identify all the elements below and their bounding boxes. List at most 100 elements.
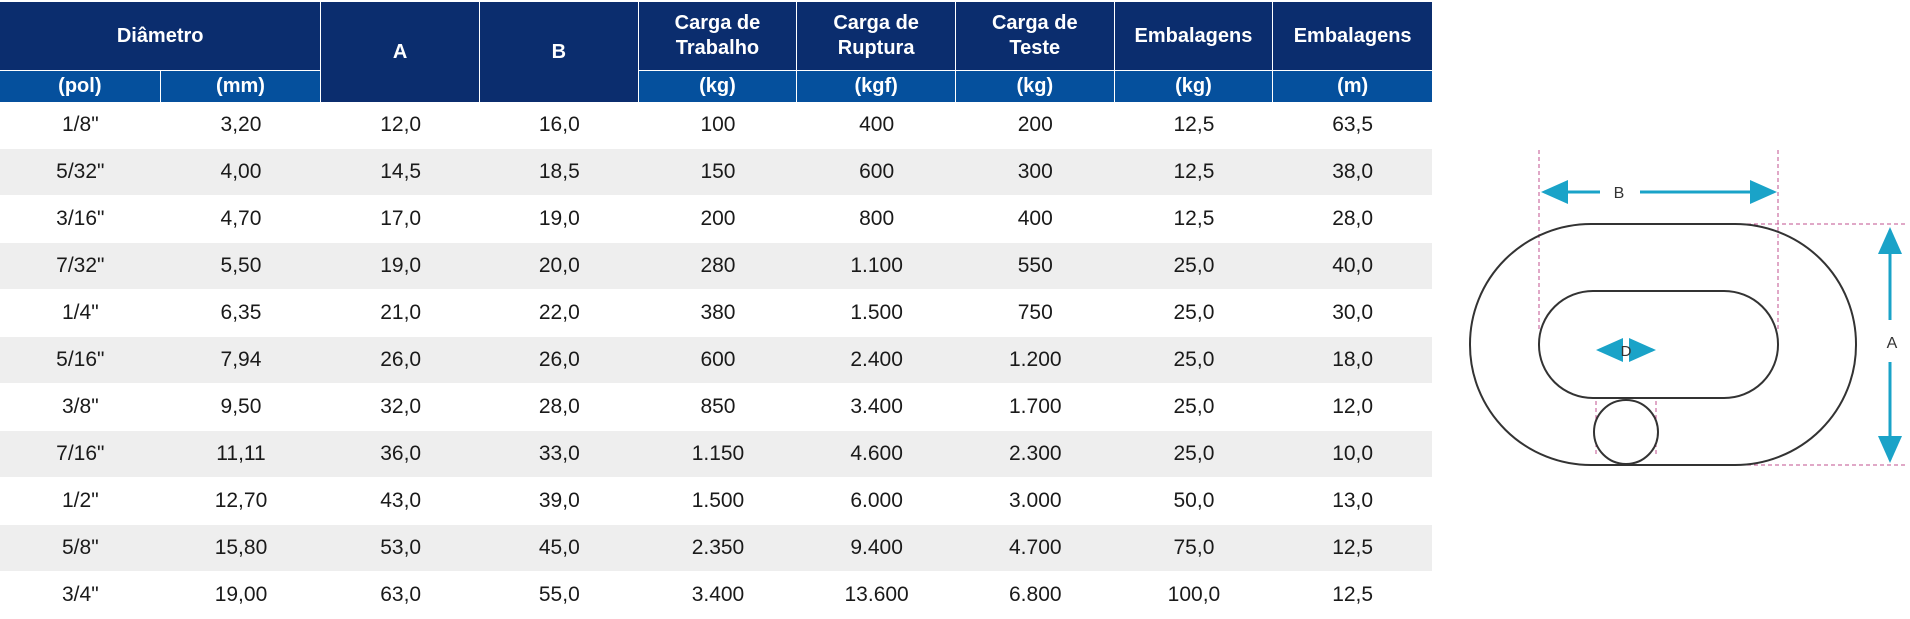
cell-a: 32,0 — [321, 384, 480, 431]
cell-carga-ruptura: 13.600 — [797, 572, 956, 619]
cell-embalagens-kg: 25,0 — [1114, 384, 1274, 431]
cell-b: 22,0 — [479, 290, 639, 337]
cell-embalagens-kg: 50,0 — [1114, 478, 1274, 525]
cell-b: 26,0 — [479, 337, 639, 384]
cell-carga-trabalho: 850 — [638, 384, 798, 431]
table-row: 7/16" 11,11 36,0 33,0 1.150 4.600 2.300 25,0 10,… — [0, 431, 1432, 478]
cell-mm: 4,70 — [160, 196, 322, 243]
cell-b: 19,0 — [479, 196, 639, 243]
cell-carga-ruptura: 1.100 — [797, 243, 956, 290]
unit-mm: (mm) — [160, 70, 322, 102]
cell-carga-trabalho: 1.150 — [638, 431, 798, 478]
cell-embalagens-kg: 25,0 — [1114, 243, 1274, 290]
cell-pol: 1/2" — [0, 478, 161, 525]
cell-a: 19,0 — [321, 243, 480, 290]
cell-carga-teste: 200 — [955, 102, 1115, 149]
cell-a: 43,0 — [321, 478, 480, 525]
cell-embalagens-m: 12,0 — [1273, 384, 1432, 431]
cell-carga-ruptura: 1.500 — [797, 290, 956, 337]
cell-b: 33,0 — [479, 431, 639, 478]
cell-pol: 3/4" — [0, 572, 161, 619]
table-row: 5/8" 15,80 53,0 45,0 2.350 9.400 4.700 75,0 12,5 — [0, 525, 1432, 572]
cell-carga-ruptura: 6.000 — [797, 478, 956, 525]
cell-b: 16,0 — [479, 102, 639, 149]
cell-embalagens-m: 12,5 — [1273, 525, 1432, 572]
cell-carga-ruptura: 600 — [797, 149, 956, 196]
cell-pol: 7/32" — [0, 243, 161, 290]
cell-carga-teste: 400 — [955, 196, 1115, 243]
header-carga-trabalho: Carga de Trabalho — [638, 2, 798, 70]
table-row: 1/2" 12,70 43,0 39,0 1.500 6.000 3.000 50,0 13,0 — [0, 478, 1432, 525]
table-row: 1/8" 3,20 12,0 16,0 100 400 200 12,5 63,5 — [0, 102, 1432, 149]
cell-b: 55,0 — [479, 572, 639, 619]
table-row: 5/16" 7,94 26,0 26,0 600 2.400 1.200 25,0 18,0 — [0, 337, 1432, 384]
cell-mm: 7,94 — [160, 337, 322, 384]
table-body: 1/8" 3,20 12,0 16,0 100 400 200 12,5 63,5 5/32" 4,… — [0, 102, 1432, 619]
cell-embalagens-kg: 25,0 — [1114, 431, 1274, 478]
cell-a: 17,0 — [321, 196, 480, 243]
cell-carga-ruptura: 4.600 — [797, 431, 956, 478]
cell-carga-trabalho: 100 — [638, 102, 798, 149]
table-row: 1/4" 6,35 21,0 22,0 380 1.500 750 25,0 30,0 — [0, 290, 1432, 337]
chain-link-diagram: B A D — [1460, 140, 1910, 480]
chain-spec-table: Diâmetro A B Carga de Trabalho Carga de Ru… — [0, 2, 1432, 619]
header-diametro: Diâmetro — [0, 2, 322, 70]
cell-embalagens-kg: 25,0 — [1114, 337, 1274, 384]
outer-link-shape — [1469, 223, 1857, 466]
cell-carga-ruptura: 9.400 — [797, 525, 956, 572]
inner-opening-shape — [1538, 290, 1779, 399]
cell-pol: 1/8" — [0, 102, 161, 149]
cell-pol: 1/4" — [0, 290, 161, 337]
cell-carga-trabalho: 600 — [638, 337, 798, 384]
cell-pol: 3/16" — [0, 196, 161, 243]
cell-mm: 11,11 — [160, 431, 322, 478]
cell-carga-teste: 1.700 — [955, 384, 1115, 431]
cell-carga-trabalho: 1.500 — [638, 478, 798, 525]
table-row: 5/32" 4,00 14,5 18,5 150 600 300 12,5 38,0 — [0, 149, 1432, 196]
header-embalagens-m: Embalagens — [1273, 2, 1432, 70]
unit-embalagens-m: (m) — [1273, 70, 1432, 102]
cell-pol: 7/16" — [0, 431, 161, 478]
unit-carga-ruptura: (kgf) — [797, 70, 956, 102]
table-row: 3/16" 4,70 17,0 19,0 200 800 400 12,5 28,0 — [0, 196, 1432, 243]
cell-a: 21,0 — [321, 290, 480, 337]
dimension-a-label: A — [1887, 335, 1898, 352]
cell-carga-teste: 2.300 — [955, 431, 1115, 478]
cell-b: 28,0 — [479, 384, 639, 431]
table-row: 3/8" 9,50 32,0 28,0 850 3.400 1.700 25,0 12,0 — [0, 384, 1432, 431]
cell-embalagens-kg: 12,5 — [1114, 196, 1274, 243]
cell-mm: 3,20 — [160, 102, 322, 149]
cell-b: 18,5 — [479, 149, 639, 196]
dimension-d-label: D — [1621, 343, 1632, 360]
cell-pol: 3/8" — [0, 384, 161, 431]
units-row: (pol) (mm) (kg) (kgf) (kg) (kg) (m) — [0, 70, 1432, 102]
cell-carga-teste: 550 — [955, 243, 1115, 290]
cell-embalagens-m: 18,0 — [1273, 337, 1432, 384]
cell-a: 36,0 — [321, 431, 480, 478]
cell-embalagens-kg: 100,0 — [1114, 572, 1274, 619]
cell-a: 63,0 — [321, 572, 480, 619]
table-row: 7/32" 5,50 19,0 20,0 280 1.100 550 25,0 40,0 — [0, 243, 1432, 290]
header-row: Diâmetro A B Carga de Trabalho Carga de Ru… — [0, 2, 1432, 102]
cell-carga-teste: 300 — [955, 149, 1115, 196]
cell-pol: 5/8" — [0, 525, 161, 572]
unit-pol: (pol) — [0, 70, 161, 102]
header-embalagens-kg: Embalagens — [1114, 2, 1274, 70]
cell-carga-trabalho: 150 — [638, 149, 798, 196]
dimension-b-label: B — [1614, 185, 1625, 202]
cell-embalagens-m: 38,0 — [1273, 149, 1432, 196]
cell-mm: 6,35 — [160, 290, 322, 337]
cell-b: 20,0 — [479, 243, 639, 290]
cell-embalagens-kg: 12,5 — [1114, 102, 1274, 149]
cell-embalagens-m: 40,0 — [1273, 243, 1432, 290]
cell-embalagens-kg: 25,0 — [1114, 290, 1274, 337]
header-carga-teste: Carga de Teste — [955, 2, 1115, 70]
cell-embalagens-kg: 75,0 — [1114, 525, 1274, 572]
wire-section-shape — [1593, 399, 1659, 465]
cell-carga-trabalho: 200 — [638, 196, 798, 243]
cell-carga-trabalho: 2.350 — [638, 525, 798, 572]
cell-carga-ruptura: 3.400 — [797, 384, 956, 431]
cell-carga-ruptura: 800 — [797, 196, 956, 243]
cell-a: 53,0 — [321, 525, 480, 572]
cell-embalagens-m: 10,0 — [1273, 431, 1432, 478]
